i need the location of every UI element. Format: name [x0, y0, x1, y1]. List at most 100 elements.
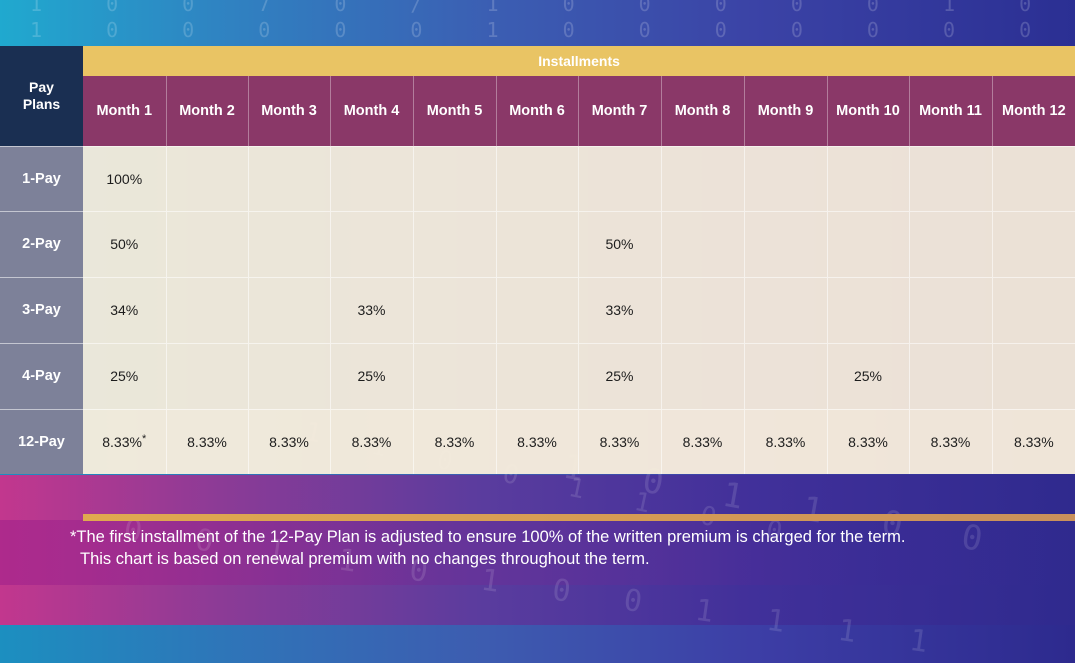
installment-cell: 8.33%* — [83, 408, 166, 474]
installment-cell: 8.33% — [577, 408, 661, 474]
installment-cell: 33% — [577, 276, 661, 343]
installment-value: 50% — [110, 236, 139, 252]
installment-value: 25% — [357, 368, 386, 384]
pay-plan-label: 4-Pay — [0, 342, 83, 409]
decorative-binary-digits: 1 0 0 7 0 / 1 0 0 0 0 0 1 0 0 0 0 0 0 0 — [30, 0, 1075, 16]
decorative-band — [0, 520, 1075, 585]
installment-cell — [412, 210, 496, 277]
installment-cell — [165, 210, 248, 277]
installment-cell — [826, 210, 909, 277]
installment-cell — [165, 276, 248, 343]
pay-plan-label: 2-Pay — [0, 210, 83, 277]
installment-cell — [247, 210, 330, 277]
decorative-binary-digits: 1 0 0 0 0 0 1 0 0 0 0 0 0 0 0 0 0 0 0 0 … — [30, 18, 1075, 42]
installment-cell — [495, 145, 578, 211]
installment-cell — [577, 145, 661, 211]
footnote-marker: * — [141, 433, 147, 446]
month-header: Month 2 — [165, 76, 248, 146]
installment-cell — [495, 342, 578, 409]
installment-cell — [412, 276, 496, 343]
installment-cell: 8.33% — [743, 408, 827, 474]
installment-cell — [826, 145, 909, 211]
pay-plans-table-container: Pay Plans Installments Month 1 Month 2 M… — [0, 46, 1075, 521]
installment-value: 8.33% — [517, 433, 557, 450]
pay-plan-row: 12-Pay 8.33%* 8.33% 8.33% 8.33% 8.33% 8.33% 8.3… — [0, 408, 1075, 474]
pay-plans-header: Pay Plans — [0, 46, 83, 146]
installment-cell — [743, 210, 827, 277]
installment-value: 25% — [110, 368, 139, 384]
installment-value: 8.33% — [930, 433, 971, 450]
installment-cell — [412, 145, 496, 211]
installment-cell: 25% — [83, 342, 166, 409]
month-header: Month 9 — [743, 76, 827, 146]
installment-cell — [743, 276, 827, 343]
installment-cell — [329, 210, 413, 277]
installment-value: 33% — [605, 302, 634, 318]
installment-cell — [908, 145, 992, 211]
installment-cell — [991, 276, 1075, 343]
pay-plan-label: 1-Pay — [0, 145, 83, 211]
installment-cell: 8.33% — [991, 408, 1075, 474]
installment-cell — [660, 210, 744, 277]
installment-cell — [991, 210, 1075, 277]
installment-cell: 100% — [83, 145, 166, 211]
installment-value: 8.33% — [765, 433, 806, 450]
installment-value: 8.33% — [1013, 433, 1054, 450]
installment-cell — [991, 342, 1075, 409]
installment-cell — [660, 342, 744, 409]
installment-cell: 33% — [329, 276, 413, 343]
installment-cell — [908, 276, 992, 343]
month-header: Month 8 — [660, 76, 744, 146]
pay-plan-row: 3-Pay 34% 33% 33% — [0, 276, 1075, 343]
month-header: Month 10 — [826, 76, 909, 146]
month-header-row: Month 1 Month 2 Month 3 Month 4 Month 5 … — [0, 76, 1075, 146]
pay-plan-row: 2-Pay 50% 50% — [0, 210, 1075, 277]
installment-cell — [991, 145, 1075, 211]
installment-value: 8.33% — [351, 433, 392, 450]
installment-cell: 8.33% — [660, 408, 744, 474]
pay-plans-table: Pay Plans Installments Month 1 Month 2 M… — [0, 46, 1075, 474]
installment-value: 8.33% — [599, 433, 640, 450]
pay-plan-row: 4-Pay 25% 25% 25% 25% — [0, 342, 1075, 409]
installment-value: 8.33% — [102, 434, 142, 451]
installment-cell: 8.33% — [329, 408, 413, 474]
installment-cell — [743, 145, 827, 211]
installment-cell: 8.33% — [165, 408, 248, 474]
installment-cell — [247, 342, 330, 409]
installment-cell — [165, 342, 248, 409]
installment-cell — [247, 145, 330, 211]
installment-cell: 50% — [83, 210, 166, 277]
installment-cell — [908, 210, 992, 277]
month-header: Month 3 — [247, 76, 330, 146]
installment-cell: 8.33% — [495, 408, 578, 474]
month-header: Month 7 — [577, 76, 661, 146]
month-header: Month 6 — [495, 76, 578, 146]
month-header: Month 4 — [329, 76, 413, 146]
pay-plan-row: 1-Pay 100% — [0, 145, 1075, 211]
month-header: Month 11 — [908, 76, 992, 146]
installment-value: 8.33% — [187, 433, 227, 450]
installment-value: 8.33% — [434, 433, 475, 450]
table-bottom-stripe — [83, 514, 1075, 521]
installment-cell: 8.33% — [412, 408, 496, 474]
footnote: *The first installment of the 12-Pay Pla… — [70, 526, 1060, 570]
installment-cell — [743, 342, 827, 409]
installments-header: Installments — [83, 46, 1075, 76]
installment-cell: 34% — [83, 276, 166, 343]
installment-value: 33% — [357, 302, 386, 318]
installment-value: 8.33% — [682, 433, 723, 450]
pay-plan-label: 12-Pay — [0, 408, 83, 474]
installment-cell — [495, 276, 578, 343]
installment-value: 34% — [110, 302, 139, 318]
footnote-line-2: This chart is based on renewal premium w… — [80, 550, 650, 568]
month-header: Month 5 — [412, 76, 496, 146]
footnote-line-1: *The first installment of the 12-Pay Pla… — [70, 528, 906, 546]
installment-cell — [660, 276, 744, 343]
installment-cell — [660, 145, 744, 211]
pay-plan-label: 3-Pay — [0, 276, 83, 343]
installment-value: 25% — [605, 368, 634, 384]
installment-cell — [165, 145, 248, 211]
month-header: Month 1 — [83, 76, 166, 146]
installment-value: 25% — [853, 368, 883, 384]
month-header: Month 12 — [991, 76, 1075, 146]
